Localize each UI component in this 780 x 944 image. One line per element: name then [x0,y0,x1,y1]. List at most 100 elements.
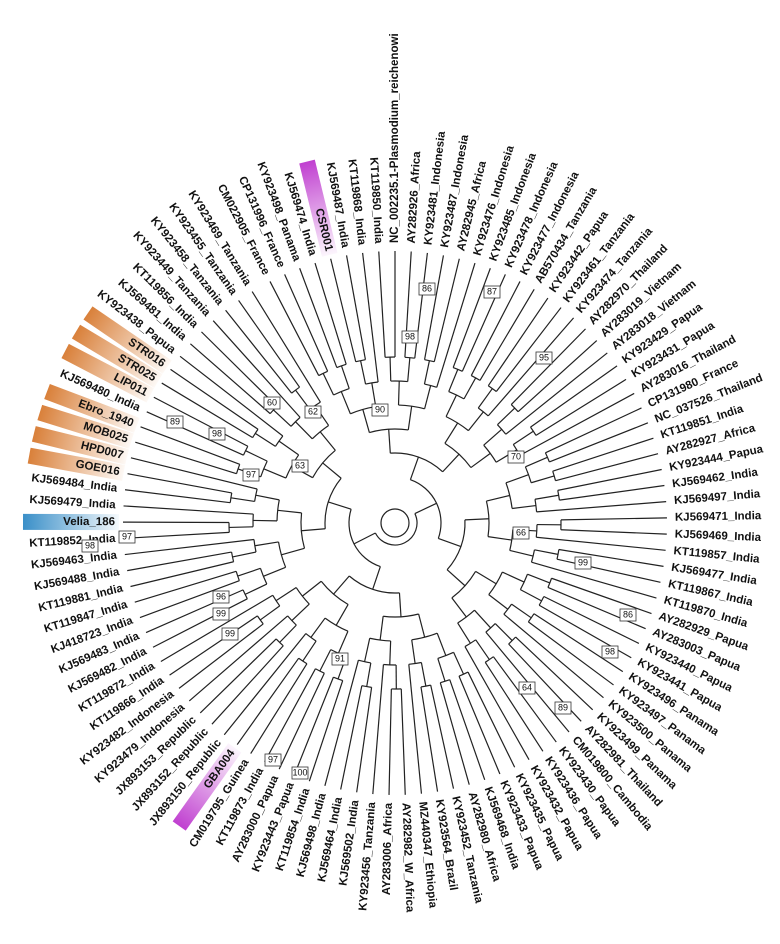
branch [420,662,427,687]
branch [212,320,301,418]
branch-arc [229,492,233,503]
bootstrap-value: 62 [308,406,318,416]
bootstrap-value: 100 [292,767,307,777]
branch [340,391,351,414]
branch [531,561,657,599]
branch [254,541,279,547]
bootstrap-box [118,530,136,544]
branch [477,388,493,409]
branch [534,494,559,500]
branch [442,453,460,473]
branch [437,658,446,682]
branch [378,251,386,358]
leaf: NC_002235.1-Plasmodium_reichenowi [389,33,401,243]
branch [557,468,662,491]
branch [560,529,667,535]
root-ring [380,508,410,538]
leaf-highlight [299,159,338,257]
branch [237,567,261,577]
branch-arc [390,380,408,383]
branch [199,638,277,714]
branch [340,685,363,790]
branch [299,268,338,368]
branch [487,317,575,417]
branch [302,580,322,597]
branch-arc [404,356,415,359]
branch [140,426,240,465]
branch [273,409,292,427]
branch [487,297,549,387]
branch [371,382,377,407]
branch [245,450,268,462]
bootstrap-value: 66 [516,527,526,537]
branch-arc [524,466,532,483]
branch-arc [374,513,418,546]
bootstrap-value: 97 [122,531,132,541]
branch [488,594,509,610]
bootstrap-box [619,608,637,622]
branch [284,274,329,372]
branch [559,484,665,501]
bootstrap-value: 98 [405,331,415,341]
branch [457,622,471,644]
branch [254,432,276,447]
branch-arc [424,383,437,388]
branch [230,497,255,503]
leaf-label: KT119857_India [673,545,761,566]
bootstrap-value: 60 [267,397,277,407]
branch [130,561,234,588]
bootstrap-box [518,681,536,695]
branch [463,377,477,400]
branch [251,291,321,403]
branch [353,532,376,545]
branch [497,407,516,426]
branch-arc [440,679,450,684]
branch [359,360,367,385]
leaf-label: KJ569479_India [29,494,116,511]
branch-arc [544,452,550,463]
leaf-label: KY923456_Tanzania [357,801,378,911]
branch [319,649,332,672]
branch [486,494,510,502]
branch [494,623,513,641]
branch [263,566,286,577]
bootstrap-value: 90 [375,404,385,414]
bootstrap-value: 98 [605,646,615,656]
leaf-label: KT119852_India [29,533,116,550]
branch-arc [291,386,300,394]
bootstrap-value: 97 [246,469,256,479]
branch [310,617,326,638]
leaf-highlight [44,384,140,433]
branch [530,365,618,428]
branch [324,660,359,786]
branch-arc [358,659,371,664]
leaf-label: AY283006_Africa [381,802,395,895]
branch [397,381,400,406]
branch-arc [355,359,366,363]
bootstrap-values: 89 98 60 62 90 98 86 87 95 70 66 99 86 98 64 89 91 100 97 9… [81,282,637,780]
branch-arc [277,541,287,568]
leaf-label: AY282982_W_Africa [400,803,416,914]
branch [502,571,525,583]
branch [379,616,384,641]
leaf-label: KJ569497_India [674,488,762,507]
branch [414,502,437,515]
branch-arc [333,388,350,396]
branch [453,652,465,675]
branch [464,646,530,760]
bootstrap-box [212,607,230,621]
branch-arc [557,490,561,501]
bootstrap-value: 98 [85,540,95,550]
branch [433,258,460,362]
leaf: AY282982_W_Africa [400,803,416,914]
bootstrap-box [371,403,389,417]
leaf-highlight [27,447,126,481]
bootstrap-value: 95 [539,352,549,362]
leaf-highlight [22,513,120,531]
bootstrap-value: 99 [578,557,588,567]
branch [263,468,287,479]
bootstrap-value: 99 [216,608,226,618]
branch [328,501,352,510]
bootstrap-value: 89 [558,702,568,712]
